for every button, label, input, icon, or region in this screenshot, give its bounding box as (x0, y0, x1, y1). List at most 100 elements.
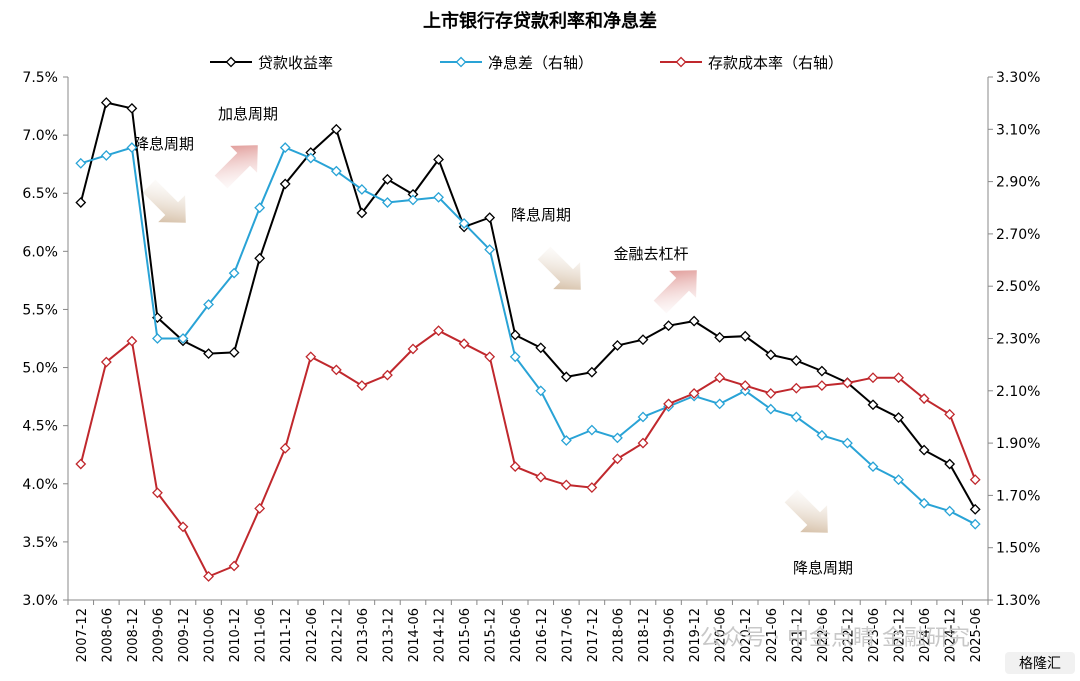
data-point (790, 355, 802, 367)
data-point (177, 333, 189, 344)
data-point (969, 474, 981, 486)
y-left-tick-label: 5.0% (22, 361, 58, 377)
x-tick-label: 2017-12 (586, 608, 601, 662)
data-point (126, 335, 138, 347)
y-right-tick-label: 3.10% (996, 122, 1040, 138)
y-right-tick-label: 1.70% (996, 488, 1040, 504)
data-point (893, 474, 904, 486)
annotation-label: 降息周期 (793, 559, 853, 577)
x-tick-label: 2021-06 (765, 608, 780, 662)
x-tick-label: 2010-12 (228, 608, 243, 662)
data-point (969, 518, 981, 530)
data-point (560, 479, 572, 491)
x-tick-label: 2018-12 (637, 608, 652, 662)
y-left-tick-label: 6.0% (22, 244, 58, 260)
data-point (663, 320, 674, 332)
data-point (100, 356, 112, 368)
badge-text: 格隆汇 (1019, 656, 1061, 672)
arrow-shape (653, 270, 697, 314)
x-tick-label: 2016-12 (535, 608, 550, 662)
data-point (433, 325, 444, 337)
data-point (663, 398, 674, 410)
annotation-label: 降息周期 (134, 135, 194, 153)
data-point (484, 212, 496, 224)
data-point (356, 380, 368, 391)
x-tick-label: 2011-12 (279, 608, 294, 662)
arrow-shape (537, 246, 581, 290)
data-point (944, 408, 956, 420)
data-point (739, 380, 751, 391)
arrow-icon (214, 145, 258, 189)
arrow-icon (537, 246, 581, 290)
arrow-shape (784, 489, 828, 533)
data-point (918, 497, 930, 509)
legend-label: 贷款收益率 (258, 54, 333, 72)
data-point (458, 338, 470, 350)
series-line (79, 329, 977, 578)
data-point (637, 437, 649, 449)
data-point (203, 299, 214, 310)
data-point (586, 424, 598, 436)
x-tick-label: 2020-06 (714, 608, 729, 662)
data-point (612, 432, 623, 444)
data-point (918, 444, 930, 456)
data-point (279, 178, 291, 190)
data-point (765, 403, 777, 415)
data-point (330, 165, 342, 177)
data-point (509, 351, 521, 363)
data-point (100, 97, 112, 108)
data-point (765, 349, 777, 361)
arrow-shape (142, 179, 186, 223)
data-point (816, 380, 828, 391)
data-point (330, 364, 342, 376)
data-point (228, 267, 240, 279)
data-point (586, 482, 598, 493)
legend-label: 存款成本率（右轴） (708, 54, 843, 72)
x-tick-label: 2020-12 (739, 608, 754, 662)
y-right-tick-label: 2.70% (996, 227, 1040, 243)
x-tick-label: 2011-06 (254, 608, 269, 662)
data-point (893, 372, 904, 384)
data-point (382, 173, 393, 185)
data-point (254, 252, 266, 264)
x-tick-label: 2008-12 (126, 608, 141, 662)
x-tick-label: 2024-12 (944, 608, 959, 662)
legend-marker (675, 56, 687, 68)
data-point (790, 411, 802, 423)
data-point (407, 343, 419, 355)
data-point (918, 393, 930, 405)
y-right-tick-label: 2.10% (996, 384, 1040, 400)
data-point (203, 348, 214, 360)
annotation-label: 金融去杠杆 (613, 245, 688, 263)
data-point (765, 387, 777, 399)
data-point (714, 372, 726, 384)
annotation-label: 加息周期 (218, 105, 278, 123)
data-point (407, 194, 419, 206)
y-left-tick-label: 3.5% (22, 535, 58, 551)
x-tick-label: 2010-06 (203, 608, 218, 662)
y-left-tick-label: 7.0% (22, 128, 58, 144)
data-point (560, 435, 572, 446)
arrow-shape (214, 145, 258, 189)
axes: 7.5% 7.0% 6.5% 6.0% 5.5% 5.0% 4.5% 4.0% 3.5% 3.0%… (22, 70, 1040, 662)
x-tick-label: 2014-06 (407, 608, 422, 662)
data-point (509, 461, 521, 473)
x-tick-label: 2009-12 (177, 608, 192, 662)
data-point (535, 385, 547, 397)
chart-title: 上市银行存贷款利率和净息差 (423, 10, 657, 32)
x-tick-label: 2015-12 (484, 608, 499, 662)
data-point (586, 366, 598, 378)
data-point (254, 503, 266, 514)
arrow-icon (142, 179, 186, 223)
legend-marker (225, 56, 237, 68)
data-point (330, 123, 342, 135)
x-tick-label: 2012-06 (305, 608, 320, 662)
data-point (637, 411, 649, 423)
x-tick-label: 2021-12 (790, 608, 805, 662)
annotation-label: 降息周期 (511, 206, 571, 224)
y-right-tick-label: 3.30% (996, 70, 1040, 86)
watermark-text: 公众号 · 中金点睛 金融研究 (700, 626, 970, 651)
data-point (867, 372, 879, 384)
data-point (126, 102, 138, 114)
